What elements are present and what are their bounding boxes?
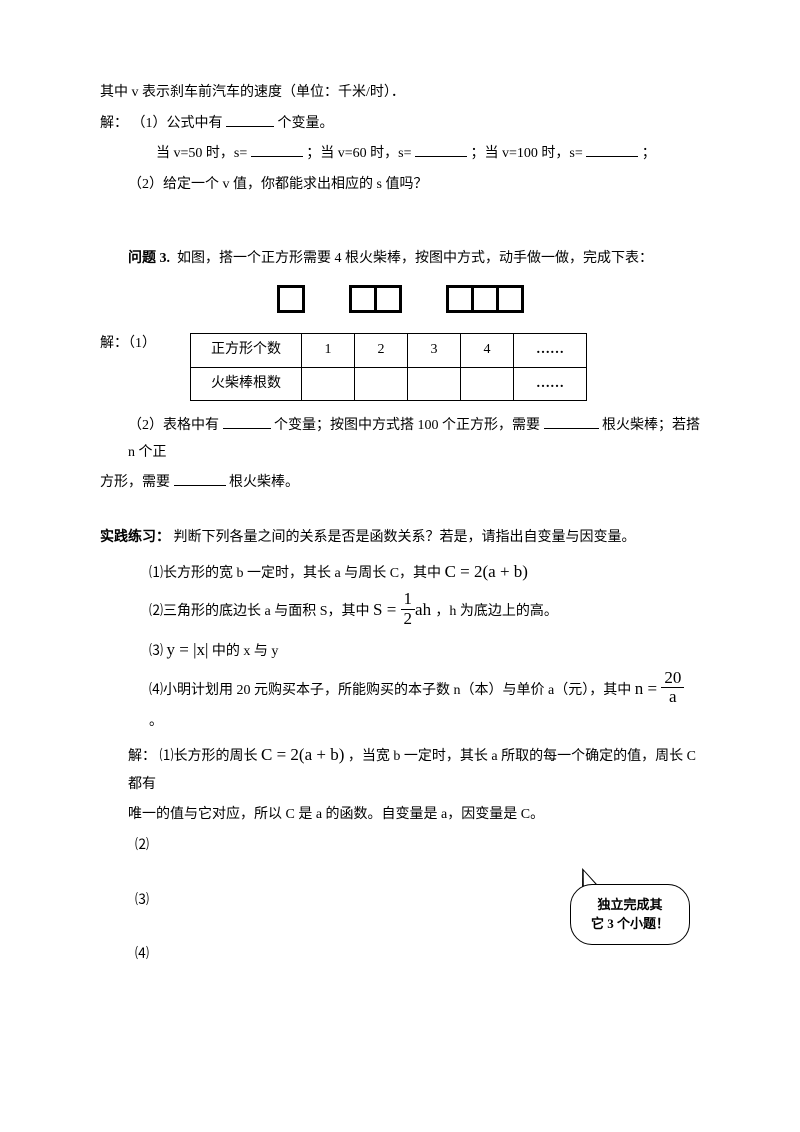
sol1-math: C = 2(a + b) bbox=[261, 745, 344, 764]
frac-den: 2 bbox=[401, 610, 416, 629]
top-q2: （2）给定一个 v 值，你都能求出相应的 s 值吗？ bbox=[128, 172, 700, 199]
pq3-a: ⑶ bbox=[149, 644, 163, 659]
blank bbox=[226, 112, 274, 127]
q2-pre: S = bbox=[373, 600, 401, 619]
pq4-math: n = 20a bbox=[635, 679, 685, 698]
blank bbox=[251, 142, 303, 157]
t-e: 根火柴棒。 bbox=[229, 475, 299, 490]
p3-line2: （2）表格中有 个变量；按图中方式搭 100 个正方形，需要 根火柴棒；若搭 n… bbox=[128, 413, 700, 466]
pq4-label: ⑷ bbox=[135, 942, 700, 969]
frac-den: a bbox=[661, 688, 684, 707]
l2-d: ； bbox=[642, 146, 656, 161]
cell: 1 bbox=[302, 333, 355, 367]
pq4-b: 。 bbox=[149, 714, 163, 729]
top-q1: 解： （1）公式中有 个变量。 bbox=[100, 111, 700, 138]
pq2-b: ，h 为底边上的高。 bbox=[435, 604, 558, 619]
pq4: ⑷小明计划用 20 元购买本子，所能购买的本子数 n（本）与单价 a（元），其中… bbox=[149, 671, 700, 736]
pq3-math: y = |x| bbox=[167, 640, 209, 659]
practice-sol1b: 唯一的值与它对应，所以 C 是 a 的函数。自变量是 a，因变量是 C。 bbox=[128, 802, 700, 829]
q4-pre: n = bbox=[635, 679, 662, 698]
cell bbox=[302, 367, 355, 401]
q1-b: 个变量。 bbox=[278, 116, 334, 131]
p3-text: 如图，搭一个正方形需要 4 根火柴棒，按图中方式，动手做一做，完成下表： bbox=[174, 251, 654, 266]
cell bbox=[408, 367, 461, 401]
p3-title: 问题 3. bbox=[128, 251, 170, 266]
pq1-a: ⑴长方形的宽 b 一定时，其长 a 与周长 C，其中 bbox=[149, 566, 441, 581]
sol-prefix: 解： bbox=[128, 749, 156, 764]
blank bbox=[223, 414, 271, 429]
row1-head: 正方形个数 bbox=[191, 333, 302, 367]
pq2: ⑵三角形的底边长 a 与面积 S，其中 S = 12ah ，h 为底边上的高。 bbox=[149, 592, 700, 630]
l2-a: 当 v=50 时，s= bbox=[156, 146, 247, 161]
cell: 2 bbox=[355, 333, 408, 367]
problem3: 问题 3. 如图，搭一个正方形需要 4 根火柴棒，按图中方式，动手做一做，完成下… bbox=[128, 246, 700, 273]
cell-dots: …… bbox=[514, 333, 587, 367]
cell bbox=[461, 367, 514, 401]
top-desc: 其中 v 表示刹车前汽车的速度（单位：千米/时）． bbox=[100, 80, 700, 107]
bubble-line1: 独立完成其 bbox=[591, 895, 669, 915]
pq1-math: C = 2(a + b) bbox=[445, 562, 528, 581]
p3-sol-prefix: 解：（1） bbox=[100, 331, 190, 358]
bubble-line2: 它 3 个小题！ bbox=[591, 914, 669, 934]
matchstick-figure bbox=[100, 285, 700, 313]
cell bbox=[355, 367, 408, 401]
l2-c: ；当 v=100 时，s= bbox=[471, 146, 583, 161]
practice-text: 判断下列各量之间的关系是否是函数关系？若是，请指出自变量与因变量。 bbox=[174, 530, 636, 545]
speech-bubble: 独立完成其 它 3 个小题！ bbox=[570, 884, 690, 945]
q1-a: （1）公式中有 bbox=[132, 116, 223, 131]
pq1: ⑴长方形的宽 b 一定时，其长 a 与周长 C，其中 C = 2(a + b) bbox=[149, 556, 700, 588]
square-2 bbox=[349, 285, 402, 313]
l2-b: ；当 v=60 时，s= bbox=[306, 146, 411, 161]
row2-head: 火柴棒根数 bbox=[191, 367, 302, 401]
blank bbox=[544, 414, 599, 429]
table-row: 火柴棒根数 …… bbox=[191, 367, 587, 401]
pq2-label: ⑵ bbox=[135, 833, 700, 860]
frac-num: 20 bbox=[661, 669, 684, 689]
pq3: ⑶ y = |x| 中的 x 与 y bbox=[149, 634, 700, 666]
pq2-a: ⑵三角形的底边长 a 与面积 S，其中 bbox=[149, 604, 370, 619]
pq3-b: 中的 x 与 y bbox=[212, 644, 279, 659]
t-a: （2）表格中有 bbox=[128, 418, 219, 433]
cell-dots: …… bbox=[514, 367, 587, 401]
table-row: 正方形个数 1 2 3 4 …… bbox=[191, 333, 587, 367]
sol1-a: ⑴长方形的周长 bbox=[160, 749, 258, 764]
p3-line2b: 方形，需要 根火柴棒。 bbox=[100, 470, 700, 497]
q2-post: ah bbox=[415, 600, 431, 619]
frac-num: 1 bbox=[401, 590, 416, 610]
practice-sol1: 解： ⑴长方形的周长 C = 2(a + b) ，当宽 b 一定时，其长 a 所… bbox=[128, 739, 700, 798]
square-1 bbox=[277, 285, 305, 313]
blank bbox=[415, 142, 467, 157]
p3-table-wrap: 解：（1） 正方形个数 1 2 3 4 …… 火柴棒根数 …… bbox=[100, 331, 700, 413]
top-line2: 当 v=50 时，s= ；当 v=60 时，s= ；当 v=100 时，s= ； bbox=[156, 141, 700, 168]
cell: 4 bbox=[461, 333, 514, 367]
t-d: 方形，需要 bbox=[100, 475, 170, 490]
blank bbox=[174, 471, 226, 486]
pq2-math: S = 12ah bbox=[373, 600, 435, 619]
t-b: 个变量；按图中方式搭 100 个正方形，需要 bbox=[274, 418, 540, 433]
p3-table: 正方形个数 1 2 3 4 …… 火柴棒根数 …… bbox=[190, 333, 587, 401]
practice-intro: 实践练习： 判断下列各量之间的关系是否是函数关系？若是，请指出自变量与因变量。 bbox=[100, 525, 700, 552]
sol-prefix: 解： bbox=[100, 116, 128, 131]
practice-title: 实践练习： bbox=[100, 530, 170, 545]
square-3 bbox=[446, 285, 524, 313]
blank bbox=[586, 142, 638, 157]
cell: 3 bbox=[408, 333, 461, 367]
pq4-a: ⑷小明计划用 20 元购买本子，所能购买的本子数 n（本）与单价 a（元），其中 bbox=[149, 683, 631, 698]
